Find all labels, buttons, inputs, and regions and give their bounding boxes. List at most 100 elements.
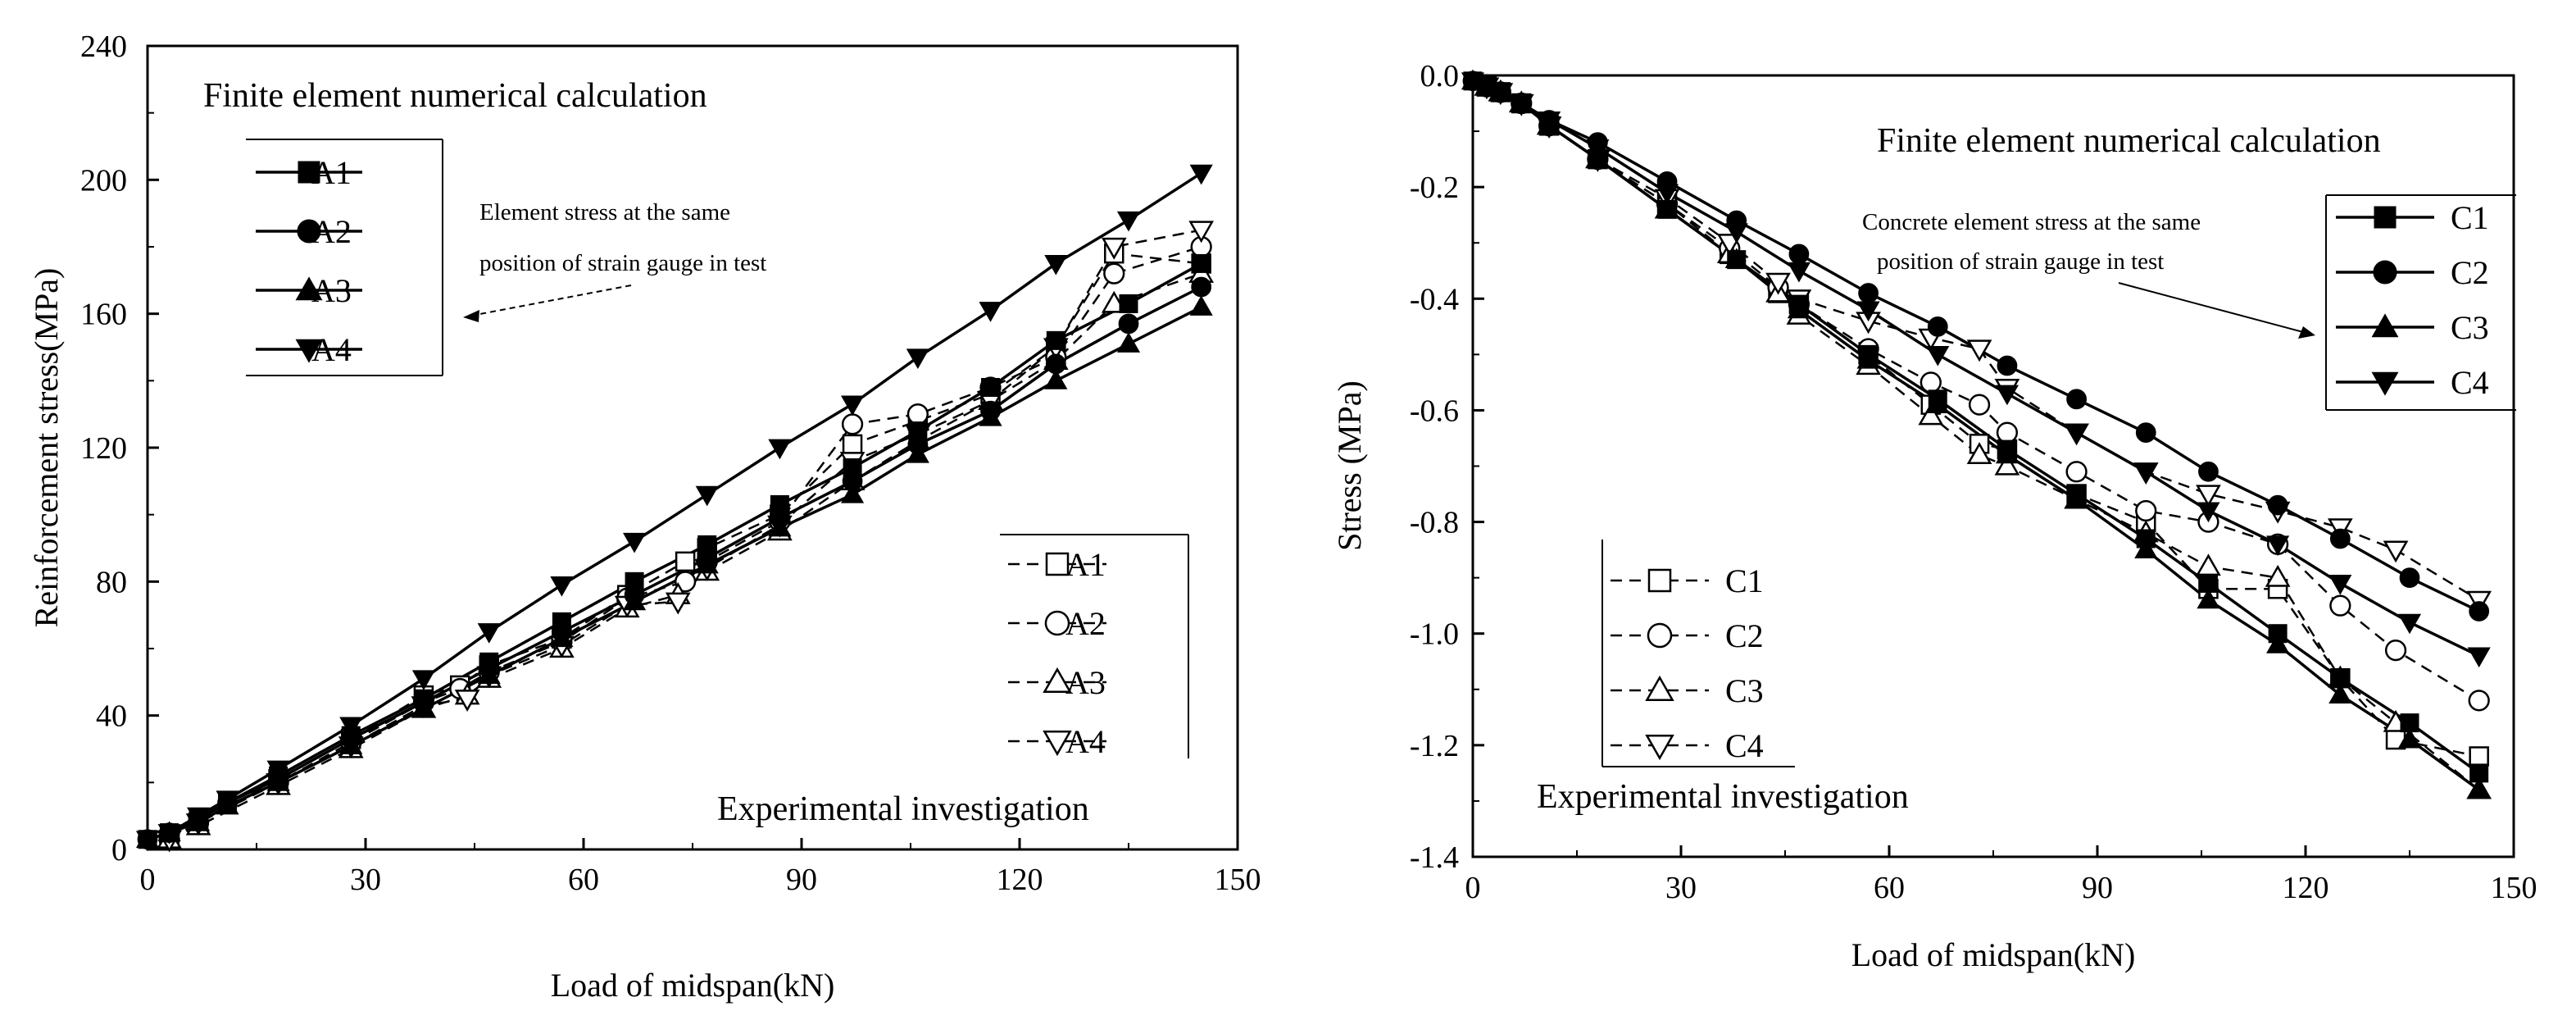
- fe-point-c4: [1926, 345, 1950, 367]
- exp-legend-marker: [1647, 568, 1672, 593]
- fe-legend-label: A3: [311, 272, 352, 309]
- exp-point-c2: [2329, 594, 2351, 617]
- fe-legend-label: A1: [311, 154, 352, 191]
- exp-point-a2: [1103, 262, 1125, 285]
- fe-point-c4: [2065, 424, 2088, 444]
- fe-line-a2: [147, 285, 1202, 841]
- exp-legend-label: C3: [1725, 672, 1764, 709]
- exp-legend-marker: [1045, 552, 1070, 576]
- exp-point-c3: [2265, 564, 2291, 587]
- fe-point-a4: [187, 807, 211, 828]
- fe-legend-marker: [2371, 371, 2399, 396]
- fe-point-c4: [1995, 385, 2019, 406]
- exp-point-c3: [1918, 403, 1944, 426]
- x-tick-label: 0: [1465, 871, 1481, 905]
- y-tick-label: 0: [111, 833, 127, 867]
- exp-point-c4: [2383, 540, 2409, 563]
- y-tick-label: 200: [80, 163, 127, 198]
- left-fe-legend: A1 A2 A3 A4: [246, 139, 443, 376]
- fe-point-c2: [1788, 244, 1810, 265]
- fe-point-c4: [1724, 223, 1748, 244]
- fe-point-c2: [2399, 567, 2420, 589]
- y-tick-label: 0.0: [1420, 59, 1460, 93]
- fe-point-c3: [2266, 633, 2290, 653]
- fe-legend-label: C2: [2451, 254, 2489, 291]
- y-tick-label: -0.6: [1410, 394, 1459, 428]
- fe-point-a3: [695, 553, 719, 574]
- fe-point-a3: [979, 406, 1002, 426]
- exp-point-c3: [1966, 442, 1992, 465]
- fe-point-a3: [411, 697, 435, 717]
- x-tick-label: 30: [1665, 871, 1697, 905]
- fe-point-c4: [2328, 575, 2352, 595]
- fe-point-a1: [981, 378, 1001, 397]
- exp-point-c2: [2135, 499, 2157, 522]
- fe-legend-marker: [298, 161, 320, 184]
- fe-point-c3: [2467, 778, 2491, 799]
- fe-legend-marker: [2373, 260, 2397, 285]
- fe-legend-label: C3: [2451, 309, 2489, 346]
- right-y-axis-title: Stress (MPa): [1331, 380, 1368, 551]
- fe-line-c4: [1472, 80, 2480, 658]
- fe-point-a4: [266, 760, 290, 781]
- fe-point-c2: [2135, 422, 2156, 444]
- fe-point-a3: [1189, 295, 1213, 316]
- exp-point-a4: [1101, 237, 1127, 260]
- fe-point-a4: [695, 485, 719, 507]
- fe-point-c3: [2328, 683, 2352, 703]
- fe-point-a3: [768, 516, 792, 537]
- fe-point-c2: [1927, 316, 1948, 337]
- fe-point-c4: [1538, 112, 1561, 132]
- fe-point-c3: [2134, 538, 2158, 559]
- fe-point-c4: [1488, 84, 1512, 104]
- fe-legend-marker: [297, 219, 321, 244]
- y-tick-label: 160: [80, 298, 127, 332]
- fe-point-a4: [339, 717, 363, 738]
- fe-point-c3: [1995, 443, 2019, 464]
- left-exp-title: Experimental investigation: [717, 790, 1089, 828]
- y-tick-label: -0.2: [1410, 171, 1459, 205]
- fe-point-a3: [550, 626, 574, 648]
- exp-point-a4: [1188, 221, 1215, 244]
- fe-point-a1: [1046, 330, 1065, 350]
- exp-point-c3: [1994, 453, 2020, 476]
- right-note-line1: Concrete element stress at the same: [1862, 209, 2201, 235]
- exp-point-a4: [665, 592, 691, 615]
- fe-point-c4: [2266, 535, 2290, 557]
- exp-point-a4: [454, 690, 480, 712]
- exp-legend-marker: [1043, 667, 1072, 693]
- fe-point-c3: [1656, 198, 1679, 218]
- fe-point-c4: [1510, 94, 1533, 116]
- fe-point-c4: [1856, 301, 1880, 322]
- right-exp-title: Experimental investigation: [1537, 778, 1909, 816]
- exp-legend-label: A1: [1065, 546, 1106, 583]
- fe-point-a4: [135, 831, 160, 851]
- exp-point-a2: [841, 413, 864, 435]
- exp-point-c4: [1966, 339, 1992, 362]
- exp-point-c2: [2065, 461, 2088, 483]
- exp-point-c1: [2469, 746, 2489, 767]
- fe-legend-marker: [295, 339, 323, 363]
- fe-point-a2: [1118, 313, 1139, 335]
- exp-legend-label: C4: [1725, 727, 1764, 764]
- fe-point-a3: [266, 771, 290, 791]
- x-tick-label: 120: [2283, 871, 2329, 905]
- y-tick-label: 120: [80, 431, 127, 466]
- fe-point-c3: [2197, 588, 2220, 609]
- fe-point-a2: [1191, 276, 1212, 298]
- fe-point-c4: [2397, 613, 2422, 635]
- fe-point-c3: [1724, 248, 1748, 269]
- exp-point-c2: [1968, 394, 1991, 416]
- y-tick-label: 40: [96, 699, 127, 734]
- fe-point-c3: [2397, 727, 2422, 749]
- fe-point-a4: [216, 790, 239, 811]
- left-note-line1: Element stress at the same: [479, 199, 730, 225]
- exp-point-c2: [1920, 371, 1942, 394]
- fe-point-c4: [1787, 262, 1810, 283]
- fe-legend-marker: [2374, 206, 2397, 229]
- fe-point-c2: [2267, 494, 2288, 516]
- fe-point-a3: [841, 482, 865, 503]
- left-note-arrowhead: [463, 310, 479, 322]
- fe-point-a1: [1192, 253, 1211, 273]
